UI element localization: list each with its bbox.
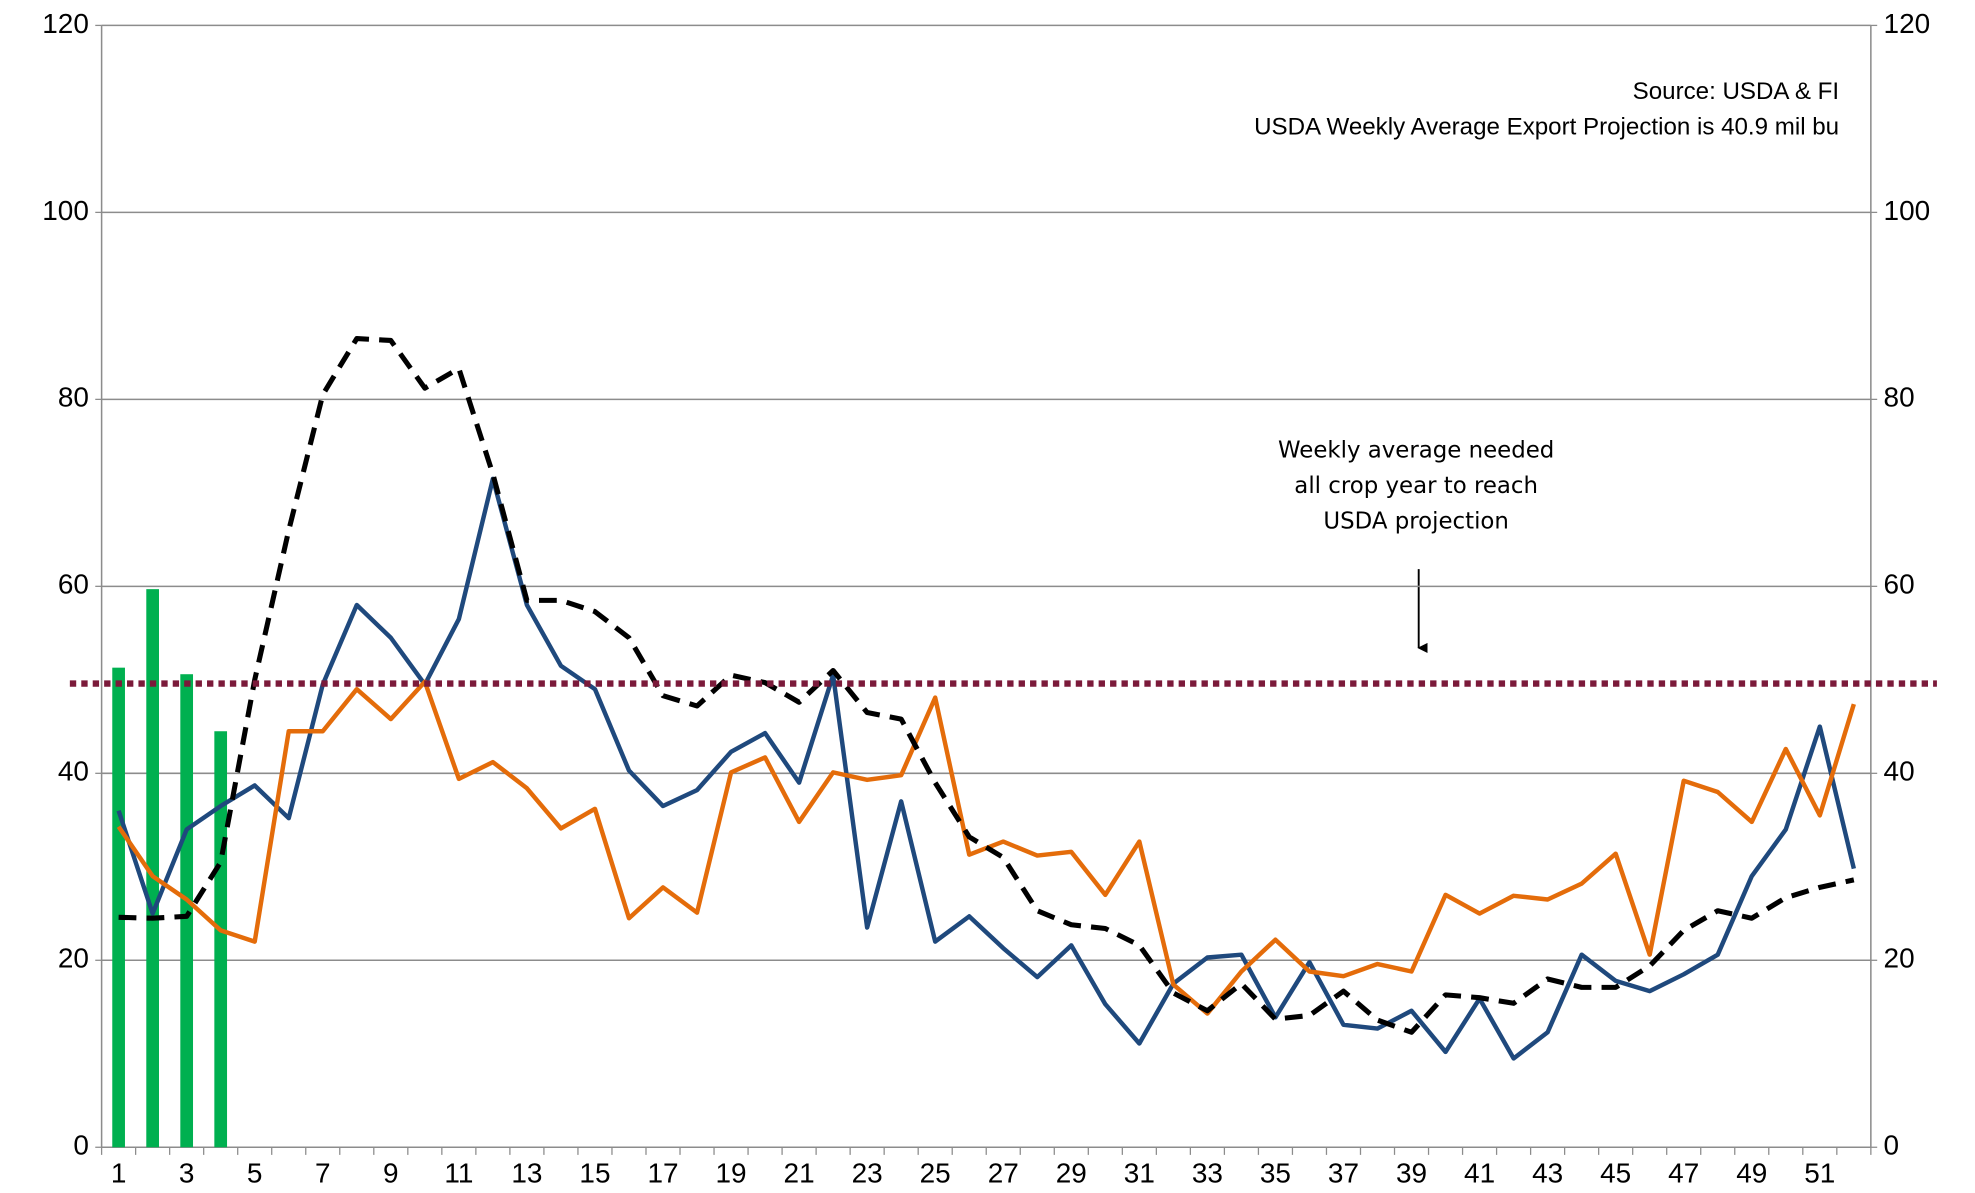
y-tick-label: 0	[73, 1130, 89, 1161]
x-tick-label: 45	[1600, 1158, 1631, 1189]
y-tick-label: 120	[42, 8, 89, 39]
y-tick-label: 20	[58, 943, 89, 974]
x-tick-label: 27	[988, 1158, 1019, 1189]
y2-tick-label: 120	[1884, 8, 1931, 39]
x-tick-label: 25	[920, 1158, 951, 1189]
annotation: Weekly average needed	[1278, 438, 1554, 464]
y2-tick-label: 0	[1884, 1130, 1900, 1161]
annotation: USDA projection	[1323, 509, 1508, 535]
x-tick-label: 1	[111, 1158, 127, 1189]
x-tick-label: 35	[1260, 1158, 1291, 1189]
x-tick-label: 11	[444, 1158, 473, 1189]
source-note: USDA Weekly Average Export Projection is…	[1254, 114, 1839, 141]
y-tick-label: 100	[42, 195, 89, 226]
x-tick-label: 3	[179, 1158, 195, 1189]
y2-tick-label: 80	[1884, 382, 1915, 413]
x-tick-label: 7	[315, 1158, 331, 1189]
x-tick-label: 33	[1192, 1158, 1223, 1189]
x-tick-label: 9	[383, 1158, 399, 1189]
x-tick-label: 19	[716, 1158, 747, 1189]
annotation: all crop year to reach	[1294, 473, 1538, 499]
x-tick-label: 13	[511, 1158, 542, 1189]
x-tick-label: 17	[647, 1158, 678, 1189]
x-tick-label: 37	[1328, 1158, 1359, 1189]
bar	[112, 667, 125, 1148]
bar	[146, 589, 159, 1148]
source-note: Source: USDA & FI	[1633, 78, 1839, 105]
y2-tick-label: 60	[1884, 569, 1915, 600]
x-tick-label: 15	[579, 1158, 610, 1189]
y2-tick-label: 20	[1884, 943, 1915, 974]
y-tick-label: 40	[58, 756, 89, 787]
bar	[214, 731, 228, 1148]
y-tick-label: 60	[58, 569, 89, 600]
line	[116, 476, 1857, 1061]
y2-tick-label: 100	[1884, 195, 1931, 226]
x-tick-label: 39	[1396, 1158, 1427, 1189]
x-tick-label: 5	[247, 1158, 263, 1189]
x-tick-label: 21	[784, 1158, 815, 1189]
x-tick-label: 47	[1668, 1158, 1699, 1189]
x-tick-label: 49	[1736, 1158, 1767, 1189]
x-tick-label: 29	[1056, 1158, 1087, 1189]
bar	[180, 674, 194, 1148]
x-tick-label: 41	[1464, 1158, 1495, 1189]
y-tick-label: 80	[58, 382, 89, 413]
x-tick-label: 43	[1532, 1158, 1563, 1189]
x-tick-label: 31	[1124, 1158, 1155, 1189]
y2-tick-label: 40	[1884, 756, 1915, 787]
dashed-line	[118, 336, 1855, 1035]
x-tick-label: 51	[1804, 1158, 1835, 1189]
x-tick-label: 23	[852, 1158, 883, 1189]
